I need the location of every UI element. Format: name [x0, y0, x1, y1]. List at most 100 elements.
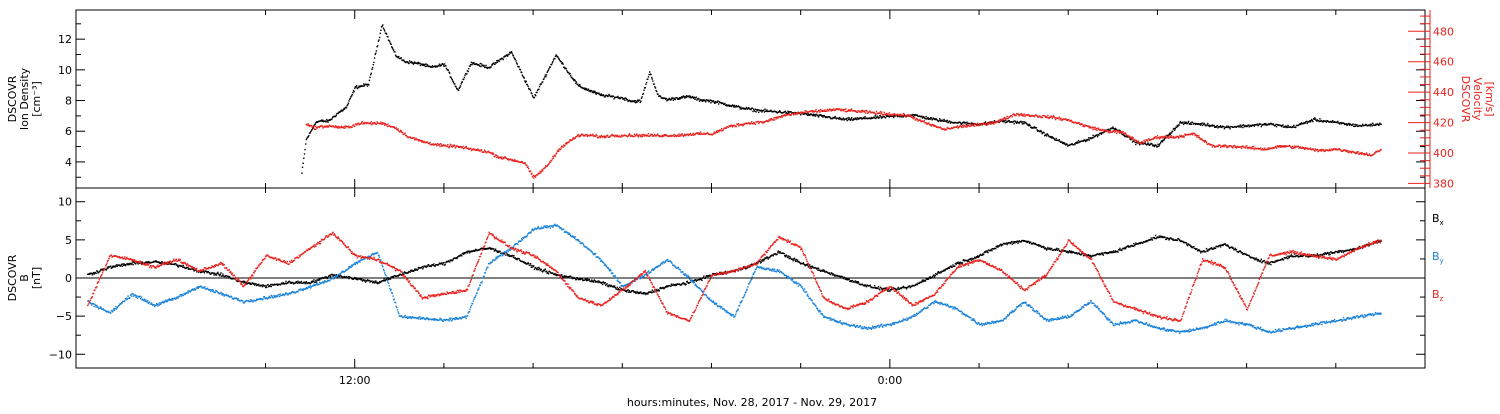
data-point [344, 126, 345, 127]
data-point [656, 91, 657, 92]
data-point [1229, 128, 1230, 129]
data-point [585, 88, 586, 89]
data-point [1011, 241, 1012, 242]
data-point [1042, 117, 1043, 118]
data-point [429, 143, 430, 144]
data-point [1115, 130, 1116, 131]
data-point [501, 158, 502, 159]
data-point [716, 131, 717, 132]
data-point [315, 282, 316, 283]
data-point [1292, 146, 1293, 147]
data-point [641, 136, 642, 137]
data-point [950, 265, 951, 266]
data-point [957, 125, 958, 126]
data-point [662, 287, 663, 288]
data-point [194, 270, 195, 271]
data-point [714, 103, 715, 104]
data-point [481, 149, 482, 150]
data-point [684, 283, 685, 284]
data-point [1229, 127, 1230, 128]
data-point [387, 277, 388, 278]
data-point [394, 126, 395, 127]
data-point [176, 264, 177, 265]
data-point [690, 96, 691, 97]
data-point [713, 131, 714, 132]
data-point [287, 282, 288, 283]
data-point [447, 146, 448, 147]
data-point [529, 265, 530, 266]
data-point [315, 280, 316, 281]
data-point [1240, 124, 1241, 125]
data-point [773, 117, 774, 118]
data-point [678, 136, 679, 137]
data-point [1254, 149, 1255, 150]
data-point [905, 116, 906, 117]
data-point [933, 274, 934, 275]
data-point [409, 60, 410, 61]
data-point [1022, 123, 1023, 124]
data-point [530, 90, 531, 91]
data-point [1084, 140, 1085, 141]
data-point [307, 125, 308, 126]
data-point [815, 111, 816, 112]
data-point [642, 136, 643, 137]
data-point [538, 269, 539, 270]
data-point [713, 100, 714, 101]
data-point [1224, 128, 1225, 129]
data-point [668, 99, 669, 100]
data-point [1314, 119, 1315, 120]
data-point [848, 279, 849, 280]
data-point [606, 283, 607, 284]
data-point [874, 117, 875, 118]
data-point [1016, 123, 1017, 124]
data-point [398, 56, 399, 57]
data-point [553, 157, 554, 158]
data-point [822, 115, 823, 116]
data-point [438, 65, 439, 66]
data-point [182, 267, 183, 268]
data-point [461, 83, 462, 84]
data-point [594, 280, 595, 281]
data-point [1030, 242, 1031, 243]
data-point [1006, 118, 1007, 119]
data-point [789, 256, 790, 257]
data-point [1366, 152, 1367, 153]
data-point [754, 111, 755, 112]
data-point [1097, 136, 1098, 137]
data-point [387, 278, 388, 279]
data-point [1024, 113, 1025, 114]
data-point [303, 158, 304, 159]
data-point [962, 262, 963, 263]
data-point [879, 289, 880, 290]
data-point [926, 122, 927, 123]
data-point [462, 81, 463, 82]
data-point [527, 86, 528, 87]
data-point [1109, 132, 1110, 133]
data-point [995, 248, 996, 249]
data-point [562, 62, 563, 63]
data-point [313, 279, 314, 280]
data-point [698, 98, 699, 99]
data-point [649, 71, 650, 72]
data-point [524, 162, 525, 163]
data-point [864, 110, 865, 111]
data-point [135, 263, 136, 264]
data-point [761, 110, 762, 111]
data-point [302, 167, 303, 168]
data-point [476, 150, 477, 151]
data-point [1015, 115, 1016, 116]
data-point [106, 269, 107, 270]
data-point [334, 127, 335, 128]
data-point [348, 278, 349, 279]
data-point [428, 264, 429, 265]
data-point [121, 264, 122, 265]
data-point [1168, 137, 1169, 138]
data-point [539, 172, 540, 173]
data-point [371, 121, 372, 122]
data-point [878, 117, 879, 118]
data-point [471, 64, 472, 65]
data-point [913, 118, 914, 119]
data-point [358, 122, 359, 123]
data-point [544, 76, 545, 77]
data-point [481, 63, 482, 64]
